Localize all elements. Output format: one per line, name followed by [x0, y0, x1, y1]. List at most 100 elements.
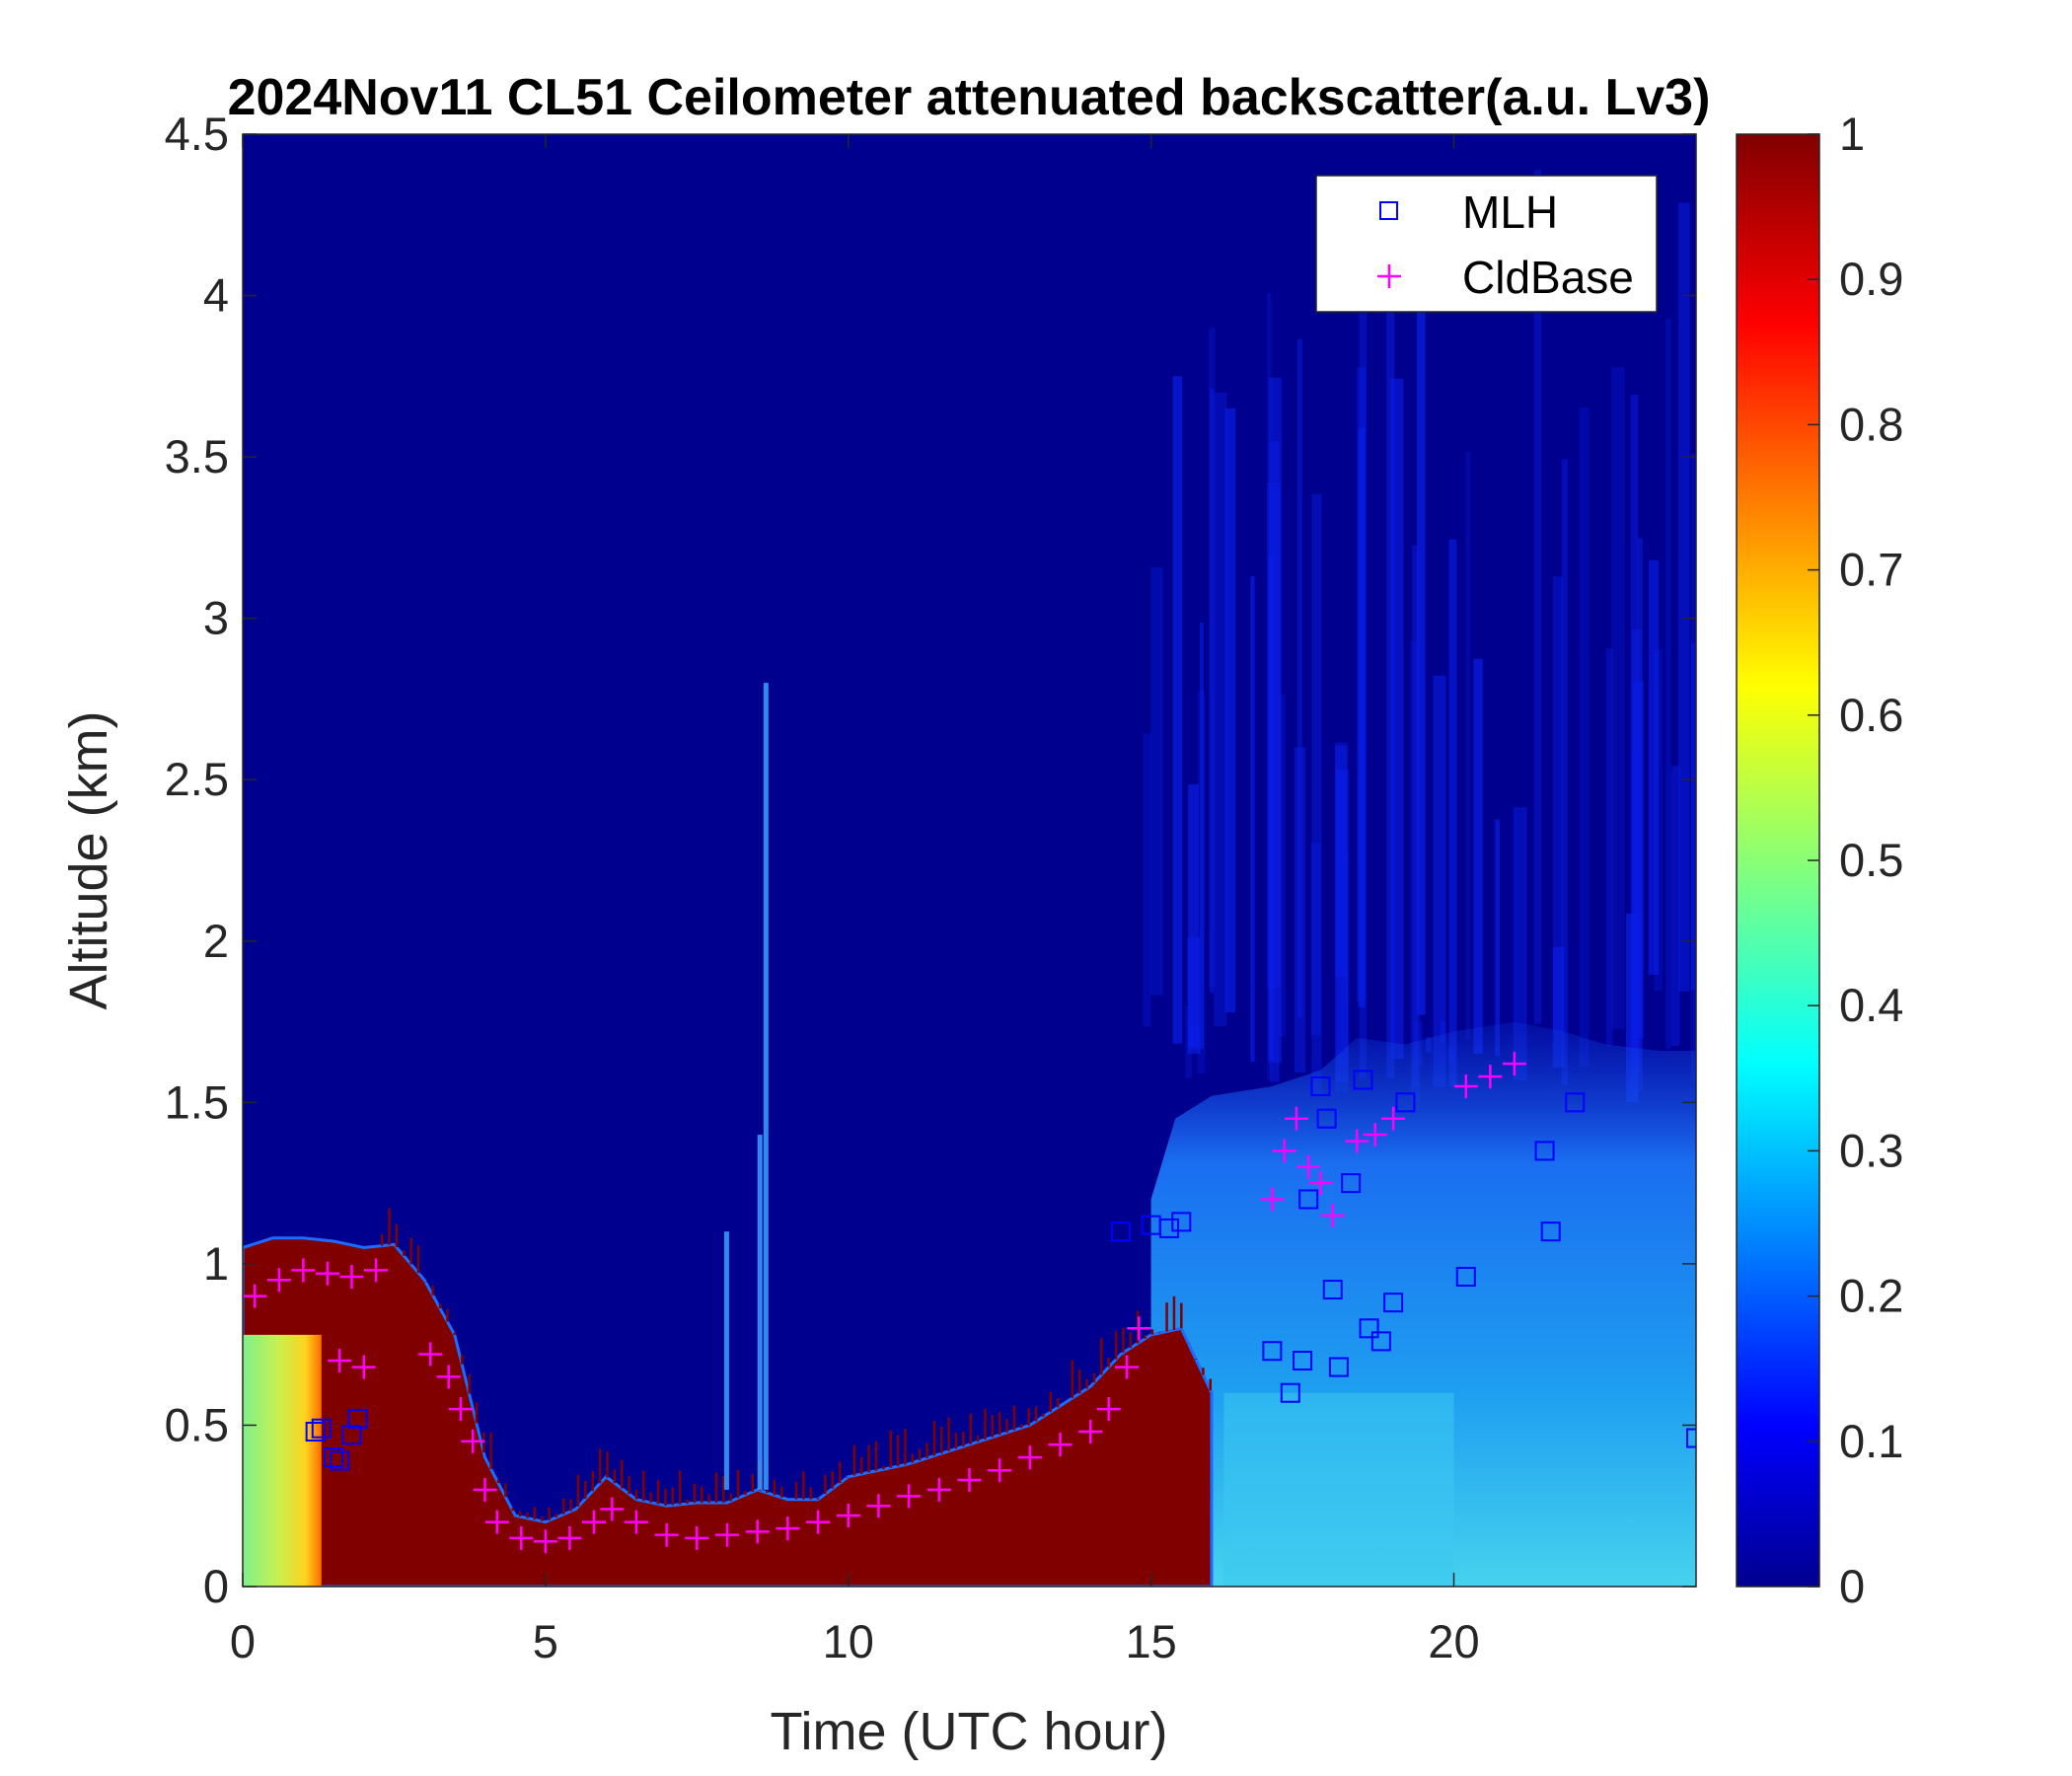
- cldbase-point: [1308, 1171, 1333, 1196]
- cldbase-point: [533, 1529, 557, 1554]
- plot-frame: [242, 133, 1697, 1588]
- noise-streak: [1533, 170, 1541, 1024]
- mlh-point: [1686, 1428, 1696, 1448]
- vertical-plume: [757, 1135, 763, 1490]
- legend-mlh-label: MLH: [1462, 186, 1558, 238]
- cldbase-point: [557, 1525, 582, 1550]
- cldbase-point: [1078, 1419, 1103, 1443]
- noise-streak: [1632, 681, 1644, 1039]
- mlh-point: [305, 1421, 326, 1442]
- cldbase-point: [600, 1497, 625, 1521]
- mlh-point: [324, 1447, 344, 1468]
- noise-streak: [1648, 559, 1660, 975]
- cldbase-point: [243, 1284, 267, 1308]
- colorbar-tick-label: 0.6: [1839, 689, 1903, 741]
- cldbase-point: [715, 1522, 739, 1547]
- cldbase-point: [1115, 1355, 1140, 1379]
- mlh-point: [1280, 1382, 1300, 1403]
- cldbase-point: [866, 1494, 891, 1518]
- mlh-point: [1328, 1357, 1349, 1377]
- noise-streak: [1552, 946, 1565, 1068]
- noise-streak: [1611, 367, 1625, 1029]
- noise-streak: [1633, 747, 1641, 1071]
- legend-cldbase-marker: [1377, 264, 1401, 288]
- noise-streak: [1188, 784, 1199, 1047]
- axes: 0 5 10 15 20 0 0.5 1 1.5 2 2.5 3 3.5 4 4.5: [165, 108, 1696, 1667]
- noise-streak: [1390, 378, 1404, 1060]
- mlh-point: [1310, 1075, 1331, 1096]
- mlh-point: [1534, 1141, 1555, 1161]
- cldbase-point: [315, 1261, 339, 1286]
- colorbar-tick-label: 0.9: [1839, 253, 1903, 305]
- colorbar-tick-label: 0.7: [1839, 544, 1903, 596]
- colorbar-tick-label: 1: [1839, 108, 1865, 160]
- legend: MLH CldBase: [1315, 175, 1658, 313]
- cldbase-point: [1127, 1316, 1151, 1341]
- mlh-point: [1455, 1266, 1476, 1287]
- colorbar-gradient: [1736, 133, 1820, 1588]
- cldbase-point: [328, 1349, 352, 1373]
- y-tick-label: 4: [203, 269, 229, 322]
- mlh-point: [1540, 1221, 1561, 1242]
- noise-streak: [1310, 843, 1321, 1036]
- mlh-point: [1565, 1092, 1586, 1113]
- noise-streak: [1208, 328, 1216, 988]
- noise-streak: [1358, 427, 1366, 1007]
- noise-streak: [1172, 376, 1183, 1044]
- mlh-point: [1322, 1280, 1343, 1300]
- colorbar: 0 0.1 0.2 0.3 0.4 0.5 0.6 0.7 0.8 0.9 1: [1736, 108, 1903, 1612]
- mlh-point: [311, 1418, 332, 1439]
- mlh-point: [1370, 1331, 1391, 1352]
- noise-streak: [1579, 407, 1590, 1068]
- cldbase-point: [436, 1365, 461, 1389]
- vertical-plume: [723, 1231, 729, 1490]
- noise-streak: [1665, 319, 1671, 1050]
- surface-fog-layer: [243, 1334, 322, 1587]
- noise-streak: [1278, 694, 1287, 1037]
- cldbase-point: [1502, 1052, 1526, 1076]
- noise-streak: [1440, 1020, 1446, 1043]
- x-tick-label: 20: [1428, 1615, 1479, 1667]
- noise-streak: [1417, 221, 1426, 1015]
- noise-streak: [1359, 293, 1368, 1079]
- noise-streak: [1448, 539, 1457, 1087]
- mlh-point: [1262, 1341, 1283, 1362]
- mlh-point: [1383, 1293, 1404, 1313]
- noise-streak: [1296, 338, 1302, 1018]
- cldbase-point: [1017, 1445, 1042, 1470]
- cldbase-point: [1096, 1397, 1121, 1422]
- noise-streak: [1690, 453, 1696, 1083]
- cldbase-point: [836, 1504, 860, 1528]
- mlh-point: [1395, 1092, 1416, 1113]
- y-tick-label: 2.5: [165, 753, 229, 805]
- x-axis-label: Time (UTC hour): [770, 1702, 1167, 1761]
- y-axis-label: Altitude (km): [59, 710, 118, 1009]
- mlh-point: [347, 1408, 368, 1429]
- mlh-point: [1341, 1173, 1362, 1194]
- cldbase-point: [1381, 1106, 1406, 1131]
- colorbar-tick-label: 0.8: [1839, 398, 1903, 450]
- cldbase-point: [776, 1517, 800, 1541]
- cldbase-point: [1284, 1106, 1308, 1131]
- cldbase-point: [1320, 1203, 1345, 1227]
- colorbar-tick-label: 0.3: [1839, 1124, 1903, 1176]
- y-tick-label: 1.5: [165, 1075, 229, 1128]
- cldbase-point: [806, 1510, 831, 1534]
- colorbar-tick-label: 0.4: [1839, 979, 1903, 1031]
- cldbase-point: [1048, 1433, 1073, 1457]
- noise-streak: [1250, 576, 1255, 1063]
- noise-streak: [1637, 538, 1643, 1092]
- noise-streak: [1630, 394, 1639, 1096]
- cldbase-point: [1363, 1123, 1387, 1147]
- cldbase-point: [957, 1468, 982, 1493]
- mlh-point: [1353, 1070, 1373, 1090]
- x-tick-label: 0: [230, 1615, 256, 1667]
- x-tick-label: 15: [1125, 1615, 1176, 1667]
- aerosol-surface-layer: [1223, 1392, 1454, 1587]
- cldbase-point: [1345, 1129, 1369, 1153]
- cldbase-point: [339, 1264, 364, 1289]
- mlh-point: [1171, 1212, 1192, 1232]
- cldbase-point: [581, 1510, 606, 1534]
- cldbase-point: [897, 1484, 922, 1509]
